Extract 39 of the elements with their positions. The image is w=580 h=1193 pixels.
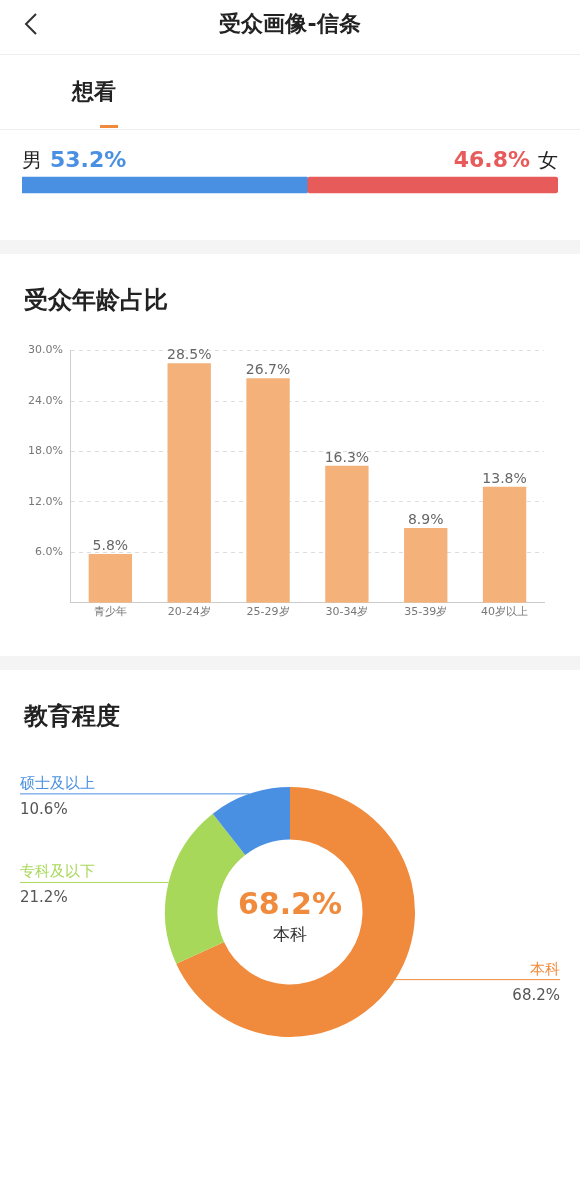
slice-label: 专科及以下 (20, 862, 95, 881)
x-tick-label: 35-39岁 (404, 605, 448, 619)
bar (88, 554, 133, 603)
bar (167, 363, 211, 603)
chart-title: 受众年龄占比 (23, 285, 169, 316)
data-label: 26.7% (245, 361, 291, 378)
slice-label: 硕士及以上 (19, 773, 95, 792)
text: 本科 (273, 924, 307, 944)
x-tick-label: 25-29岁 (246, 605, 290, 619)
y-tick-label: 24.0% (27, 393, 63, 407)
text: 68.2% (237, 886, 343, 921)
x-tick-label: 30-34岁 (325, 605, 369, 619)
slice-label: 本科 (530, 959, 560, 978)
chart-title: 受众画像-信条 (218, 10, 362, 38)
data-label: 16.3% (324, 448, 370, 465)
data-label: 46.8% (453, 147, 530, 172)
data-label: 28.5% (166, 346, 212, 363)
bar (404, 527, 448, 603)
chart-title: 教育程度 (22, 701, 121, 732)
data-label: 13.8% (482, 469, 527, 486)
bar (482, 486, 527, 603)
y-tick-label: 12.0% (27, 494, 63, 508)
x-tick-label: 青少年 (93, 605, 127, 619)
data-label: 5.8% (92, 537, 129, 554)
y-tick-label: 6.0% (34, 545, 63, 559)
x-tick-label: 20-24岁 (167, 605, 211, 619)
x-tick-label: 40岁以上 (481, 605, 529, 619)
y-tick-label: 18.0% (27, 444, 63, 458)
data-label: 68.2% (512, 985, 560, 1004)
bar (325, 465, 369, 603)
data-label: 8.9% (407, 510, 444, 527)
y-tick-label: 30.0% (27, 343, 63, 357)
data-label: 53.2% (50, 147, 127, 172)
data-label: 21.2% (20, 888, 68, 907)
series-label: 男 (22, 148, 42, 172)
series-label: 女 (538, 148, 558, 172)
chart-subtitle: 想看 (72, 78, 116, 106)
bar (246, 378, 290, 603)
data-label: 10.6% (20, 799, 68, 818)
